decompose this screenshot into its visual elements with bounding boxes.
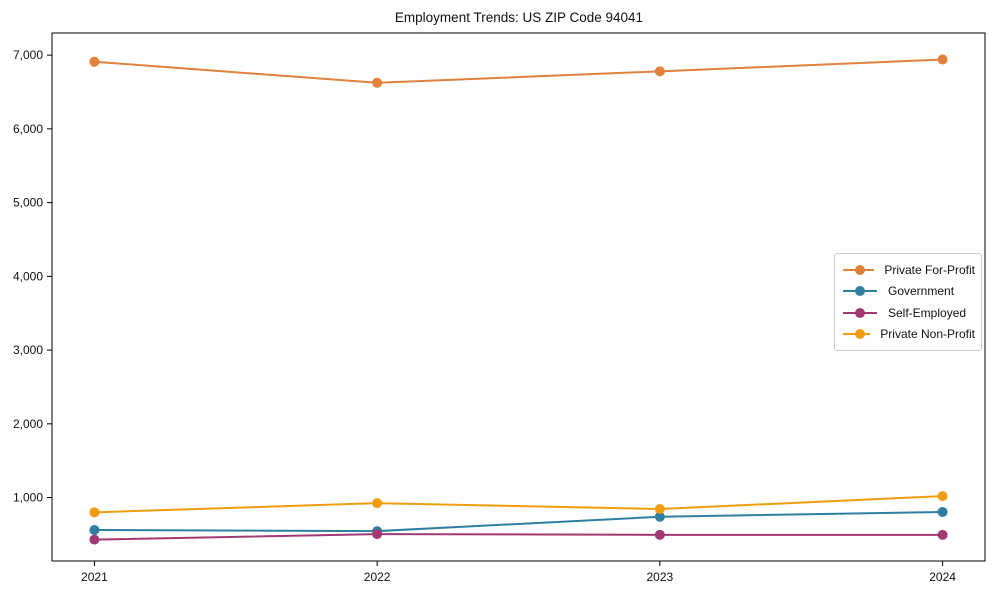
data-point-marker	[89, 56, 100, 67]
data-point-marker	[89, 507, 100, 518]
y-tick-label: 6,000	[13, 122, 43, 136]
y-tick-label: 4,000	[13, 269, 43, 283]
data-point-marker	[654, 66, 665, 77]
chart-title: Employment Trends: US ZIP Code 94041	[394, 10, 644, 25]
plot-border	[51, 32, 986, 562]
data-point-marker	[654, 529, 665, 540]
legend-marker-icon	[843, 329, 871, 340]
y-tick-label: 7,000	[13, 48, 43, 62]
legend-marker-icon	[843, 264, 875, 275]
data-point-marker	[937, 54, 948, 65]
legend-label: Private For-Profit	[884, 262, 975, 277]
data-point-marker	[937, 529, 948, 540]
legend-marker-icon	[843, 307, 877, 318]
legend-label: Government	[888, 284, 955, 299]
data-point-marker	[937, 506, 948, 517]
data-point-marker	[937, 491, 948, 502]
data-point-marker	[654, 504, 665, 515]
x-tick-label: 2023	[647, 570, 674, 584]
x-tick-label: 2024	[929, 570, 956, 584]
legend-label: Private Non-Profit	[880, 327, 975, 342]
legend-entry: Private Non-Profit	[842, 324, 975, 346]
legend-entry: Private For-Profit	[842, 259, 975, 281]
legend-marker-icon	[843, 286, 877, 297]
data-point-marker	[654, 511, 665, 522]
data-point-marker	[372, 77, 383, 88]
x-tick-label: 2021	[81, 570, 108, 584]
series-line	[94, 58, 943, 84]
x-tick-label: 2022	[364, 570, 391, 584]
data-point-marker	[372, 498, 383, 509]
legend-entry: Self-Employed	[842, 302, 975, 324]
y-tick-label: 1,000	[13, 491, 43, 505]
y-tick-label: 3,000	[13, 343, 43, 357]
data-point-marker	[89, 534, 100, 545]
y-tick-label: 2,000	[13, 417, 43, 431]
legend-label: Self-Employed	[888, 305, 967, 320]
series-line	[94, 510, 943, 533]
y-tick-label: 5,000	[13, 196, 43, 210]
series-line	[94, 533, 943, 541]
legend-entry: Government	[842, 281, 975, 303]
data-point-marker	[89, 525, 100, 536]
series-line	[94, 495, 943, 514]
legend: Private For-Profit Government Self-Employe…	[834, 253, 982, 351]
data-point-marker	[372, 529, 383, 540]
